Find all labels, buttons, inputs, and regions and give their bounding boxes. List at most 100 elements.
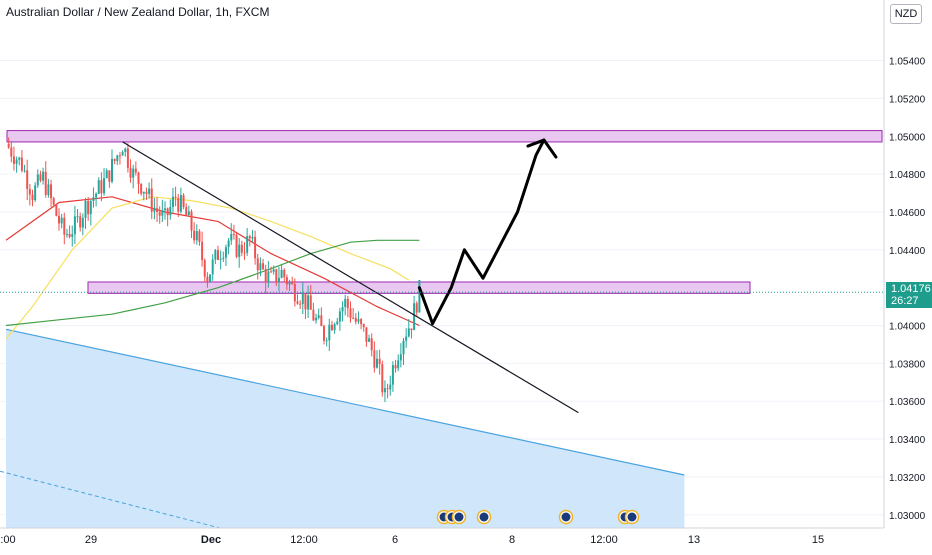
candle	[397, 354, 400, 372]
candle	[71, 225, 74, 247]
candle-body	[52, 198, 55, 205]
candle-body	[312, 309, 315, 321]
event-marker	[451, 509, 467, 525]
candle-body	[105, 170, 108, 179]
candle-body	[275, 269, 278, 283]
candle-body	[370, 338, 373, 351]
candle-body	[391, 365, 394, 385]
candle-body	[227, 240, 230, 248]
x-tick-label: 29	[85, 534, 97, 546]
candle-body	[344, 298, 347, 308]
current-price-value: 1.04176	[891, 283, 931, 295]
candle-body	[222, 257, 225, 259]
candle-body	[219, 258, 222, 260]
candle	[92, 187, 95, 208]
symbol-title: Australian Dollar / New Zealand Dollar, …	[6, 5, 270, 19]
candle-body	[161, 210, 164, 216]
candle-body	[272, 269, 275, 272]
candle	[270, 266, 272, 273]
candle-body	[150, 188, 153, 212]
candle-body	[169, 206, 172, 216]
candle	[179, 187, 182, 214]
candle-body	[87, 200, 90, 215]
candle	[243, 242, 246, 260]
candle-body	[232, 233, 235, 235]
candle-body	[132, 168, 135, 178]
candle	[227, 237, 230, 255]
currency-badge[interactable]: NZD	[890, 4, 922, 24]
candle	[76, 209, 79, 223]
candle-body	[58, 215, 60, 224]
candle	[153, 197, 156, 220]
candle	[391, 361, 394, 392]
candle-body	[267, 271, 270, 283]
candle-body	[376, 358, 378, 368]
candle-body	[193, 230, 196, 241]
candle	[357, 311, 360, 325]
candle-body	[410, 328, 413, 331]
y-tick-label: 1.04600	[889, 208, 926, 219]
candle-body	[95, 193, 98, 198]
candle-body	[301, 293, 304, 305]
candle-body	[182, 195, 185, 207]
candle-body	[256, 258, 259, 271]
x-tick-label: :00	[0, 534, 15, 546]
candle	[333, 322, 336, 334]
ma-line-red	[5, 196, 420, 327]
candle	[113, 158, 116, 165]
candle-body	[140, 183, 143, 194]
candle-body	[55, 204, 58, 216]
candle-body	[15, 159, 18, 164]
candle-body	[164, 208, 166, 211]
candle-body	[333, 324, 336, 331]
candle	[373, 341, 376, 373]
candle-body	[386, 388, 389, 390]
x-tick-label: 12:00	[290, 534, 318, 546]
candle-body	[142, 191, 145, 194]
candle	[47, 178, 50, 198]
candle	[256, 253, 259, 280]
candle-body	[338, 311, 341, 322]
candle	[164, 201, 166, 220]
candle-body	[185, 206, 188, 216]
candle-body	[238, 244, 241, 257]
candle-body	[71, 234, 74, 237]
candle	[211, 254, 214, 281]
channel-area	[6, 329, 685, 528]
x-tick-label: 15	[812, 534, 824, 546]
candle	[158, 206, 161, 224]
candle-body	[415, 303, 418, 313]
candle	[301, 282, 304, 315]
candle-body	[418, 280, 421, 313]
candle	[126, 143, 129, 173]
candle	[169, 199, 172, 220]
candle	[251, 230, 254, 243]
candle	[410, 328, 413, 339]
y-tick-label: 1.03600	[889, 397, 926, 408]
candle	[65, 228, 68, 238]
candle	[84, 197, 87, 229]
candle	[23, 164, 26, 173]
candle	[402, 337, 405, 366]
candle	[341, 301, 344, 322]
candle-body	[368, 338, 371, 342]
candle	[383, 380, 386, 403]
candle-body	[323, 326, 325, 341]
candle-body	[179, 195, 182, 212]
candle	[283, 268, 286, 283]
candle-body	[373, 350, 376, 368]
candle-body	[34, 185, 37, 201]
candle-body	[12, 156, 15, 164]
candle-body	[118, 155, 121, 157]
candle-body	[113, 159, 116, 161]
candle-body	[187, 211, 190, 216]
candle	[259, 257, 262, 277]
candle-body	[328, 324, 331, 341]
candle-body	[158, 211, 161, 216]
y-tick-label: 1.05000	[889, 132, 926, 143]
candle	[42, 167, 45, 185]
current-price-tag: 1.04176 26:27	[886, 282, 932, 308]
candle	[262, 258, 265, 271]
